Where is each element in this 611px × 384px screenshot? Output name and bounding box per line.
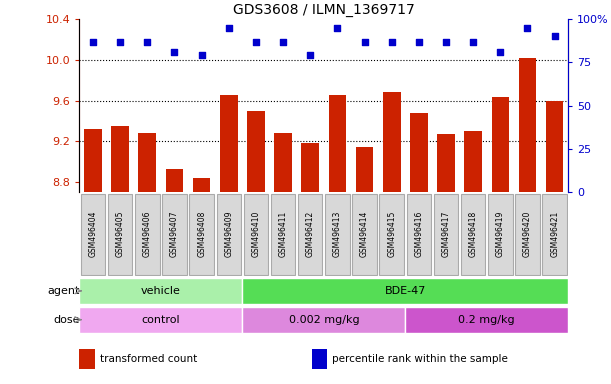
FancyBboxPatch shape	[189, 194, 214, 275]
FancyBboxPatch shape	[379, 194, 404, 275]
Text: GSM496421: GSM496421	[550, 211, 559, 257]
FancyBboxPatch shape	[298, 194, 323, 275]
FancyBboxPatch shape	[434, 194, 458, 275]
Point	[197, 53, 207, 59]
Text: GSM496404: GSM496404	[89, 211, 98, 258]
Point	[468, 39, 478, 45]
Bar	[410, 113, 428, 192]
Text: GSM496418: GSM496418	[469, 211, 478, 257]
Text: BDE-47: BDE-47	[384, 286, 426, 296]
Text: GSM496410: GSM496410	[252, 211, 260, 257]
Point	[224, 25, 233, 31]
FancyBboxPatch shape	[461, 194, 485, 275]
FancyBboxPatch shape	[515, 194, 540, 275]
Bar	[79, 349, 95, 369]
FancyBboxPatch shape	[216, 194, 241, 275]
Text: GSM496409: GSM496409	[224, 211, 233, 258]
Bar	[139, 133, 156, 192]
Text: GSM496420: GSM496420	[523, 211, 532, 257]
FancyBboxPatch shape	[325, 194, 349, 275]
Bar	[491, 98, 509, 192]
Bar	[79, 278, 243, 304]
FancyBboxPatch shape	[81, 194, 105, 275]
Text: GSM496406: GSM496406	[143, 211, 152, 258]
Text: GSM496419: GSM496419	[496, 211, 505, 257]
Bar	[329, 96, 346, 192]
Bar	[84, 129, 102, 192]
Text: 0.2 mg/kg: 0.2 mg/kg	[458, 314, 515, 325]
Title: GDS3608 / ILMN_1369717: GDS3608 / ILMN_1369717	[233, 3, 415, 17]
Bar	[79, 307, 243, 333]
Point	[306, 53, 315, 59]
Text: dose: dose	[53, 314, 79, 325]
Point	[496, 49, 505, 55]
FancyBboxPatch shape	[353, 194, 377, 275]
Point	[414, 39, 424, 45]
Text: GSM496405: GSM496405	[115, 211, 125, 258]
FancyBboxPatch shape	[108, 194, 133, 275]
Point	[441, 39, 451, 45]
Bar	[220, 96, 238, 192]
Text: vehicle: vehicle	[141, 286, 181, 296]
FancyBboxPatch shape	[163, 194, 187, 275]
Bar	[193, 178, 210, 192]
Point	[332, 25, 342, 31]
Text: control: control	[142, 314, 180, 325]
Bar	[405, 307, 568, 333]
Text: agent: agent	[47, 286, 79, 296]
Point	[387, 39, 397, 45]
Text: percentile rank within the sample: percentile rank within the sample	[332, 354, 508, 364]
Text: 0.002 mg/kg: 0.002 mg/kg	[288, 314, 359, 325]
FancyBboxPatch shape	[543, 194, 567, 275]
Point	[115, 39, 125, 45]
Bar	[274, 133, 292, 192]
Text: GSM496407: GSM496407	[170, 211, 179, 258]
Bar	[166, 169, 183, 192]
Text: GSM496415: GSM496415	[387, 211, 396, 257]
Text: transformed count: transformed count	[100, 354, 197, 364]
Bar	[383, 93, 401, 192]
FancyBboxPatch shape	[271, 194, 295, 275]
Bar	[546, 101, 563, 192]
FancyBboxPatch shape	[407, 194, 431, 275]
FancyBboxPatch shape	[135, 194, 159, 275]
Point	[360, 39, 370, 45]
Point	[88, 39, 98, 45]
Bar	[437, 134, 455, 192]
Text: GSM496412: GSM496412	[306, 211, 315, 257]
Bar	[111, 126, 129, 192]
Point	[550, 33, 560, 40]
Text: GSM496414: GSM496414	[360, 211, 369, 257]
FancyBboxPatch shape	[488, 194, 513, 275]
Text: GSM496408: GSM496408	[197, 211, 206, 257]
Text: GSM496411: GSM496411	[279, 211, 288, 257]
Bar	[301, 143, 319, 192]
Bar	[243, 278, 568, 304]
Bar	[356, 147, 373, 192]
Point	[522, 25, 532, 31]
Bar	[312, 349, 327, 369]
Bar	[243, 307, 405, 333]
Bar	[247, 111, 265, 192]
Point	[251, 39, 261, 45]
Text: GSM496413: GSM496413	[333, 211, 342, 257]
Bar	[519, 58, 536, 192]
Point	[142, 39, 152, 45]
Point	[278, 39, 288, 45]
Text: GSM496416: GSM496416	[414, 211, 423, 257]
FancyBboxPatch shape	[244, 194, 268, 275]
Bar	[464, 131, 482, 192]
Text: GSM496417: GSM496417	[442, 211, 450, 257]
Point	[170, 49, 180, 55]
